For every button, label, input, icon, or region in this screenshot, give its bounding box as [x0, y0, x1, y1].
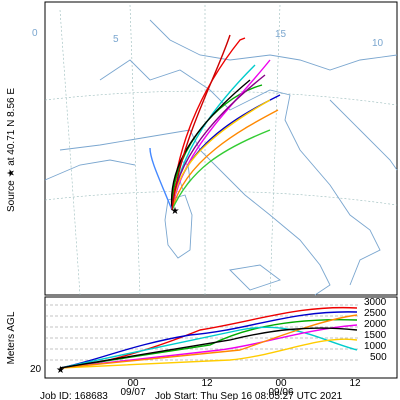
grid-label: 5 — [113, 34, 119, 45]
grid-label: 15 — [275, 29, 287, 40]
time-label: 00 — [275, 378, 287, 389]
altitude-traces — [59, 306, 358, 369]
time-label: 12 — [201, 378, 213, 389]
coastlines — [44, 19, 398, 296]
map-frame — [44, 1, 398, 296]
job-start: Job Start: Thu Sep 16 08:05:27 UTC 2021 — [155, 391, 343, 400]
altitude-label: 500 — [370, 352, 387, 363]
date-label: 09/07 — [120, 387, 145, 398]
altitude-label: 1500 — [364, 330, 387, 341]
altitude-left-label: 20 — [30, 364, 42, 375]
graticule — [44, 4, 398, 296]
altitude-label: 2500 — [364, 308, 387, 319]
time-label: 12 — [349, 378, 361, 389]
altitude-label: 3000 — [364, 297, 387, 308]
grid-label: 10 — [372, 38, 384, 49]
source-star: ★ — [171, 206, 180, 217]
job-id: Job ID: 168683 — [40, 391, 108, 400]
grid-label: 0 — [32, 28, 38, 39]
source-star: ★ — [56, 365, 65, 376]
altitude-label: 2000 — [364, 319, 387, 330]
altitude-frame — [44, 296, 398, 379]
axis-label: Meters AGL — [6, 311, 17, 364]
altitude-label: 1000 — [364, 341, 387, 352]
source-label: Source ★ at 40.71 N 8.56 E — [6, 88, 17, 212]
time-label: 00 — [127, 378, 139, 389]
date-label: 09/06 — [268, 387, 293, 398]
trajectories — [149, 34, 281, 211]
